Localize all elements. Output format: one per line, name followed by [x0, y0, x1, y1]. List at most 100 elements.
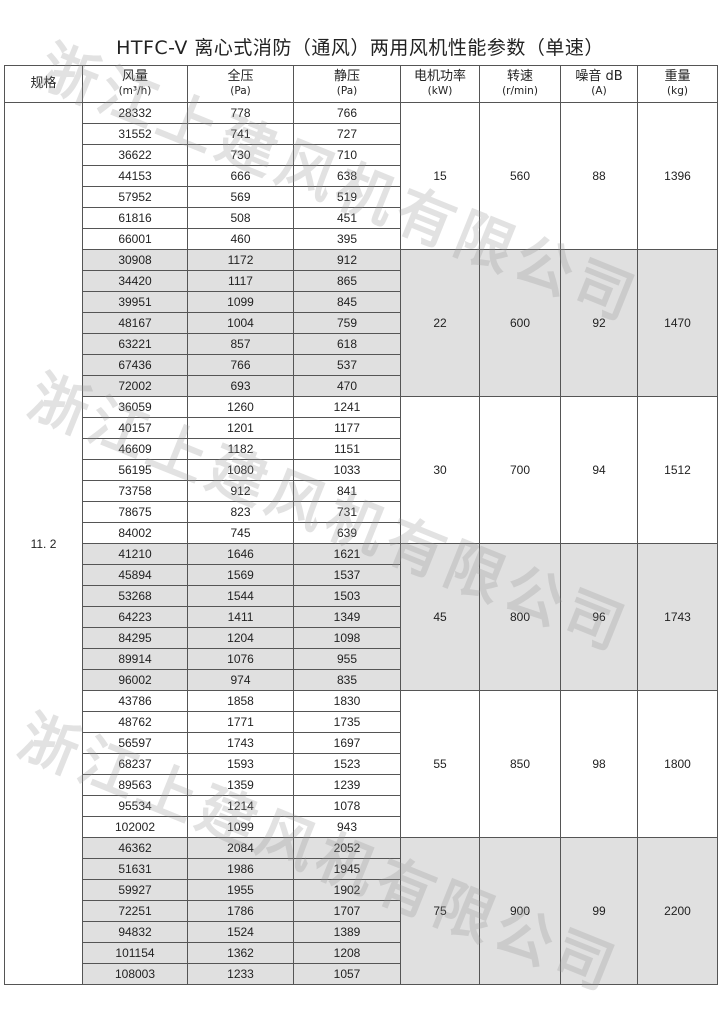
total-pressure-cell: 1569 — [187, 564, 294, 586]
total-pressure-cell: 460 — [187, 228, 294, 250]
static-pressure-cell: 1057 — [293, 963, 401, 985]
airflow-cell: 72251 — [82, 900, 188, 922]
total-pressure-cell: 1172 — [187, 249, 294, 271]
airflow-cell: 43786 — [82, 690, 188, 712]
total-pressure-cell: 1260 — [187, 396, 294, 418]
table-row: 94832 1524 1389 — [5, 921, 718, 943]
table-row: 48167 1004 759 — [5, 312, 718, 334]
column-header-unit: (kg) — [667, 85, 688, 97]
speed-cell: 900 — [479, 837, 561, 985]
airflow-cell: 39951 — [82, 291, 188, 313]
static-pressure-cell: 865 — [293, 270, 401, 292]
column-header-unit: (A) — [591, 85, 607, 97]
airflow-cell: 51631 — [82, 858, 188, 880]
table-row: 84295 1204 1098 — [5, 627, 718, 649]
airflow-cell: 53268 — [82, 585, 188, 607]
static-pressure-cell: 537 — [293, 354, 401, 376]
total-pressure-cell: 1099 — [187, 816, 294, 838]
column-header: 规格 — [4, 65, 83, 103]
total-pressure-cell: 1524 — [187, 921, 294, 943]
static-pressure-cell: 766 — [293, 102, 401, 124]
column-header-unit: (r/min) — [502, 85, 538, 97]
total-pressure-cell: 1593 — [187, 753, 294, 775]
static-pressure-cell: 618 — [293, 333, 401, 355]
total-pressure-cell: 1182 — [187, 438, 294, 460]
total-pressure-cell: 778 — [187, 102, 294, 124]
airflow-cell: 67436 — [82, 354, 188, 376]
table-row: 101154 1362 1208 — [5, 942, 718, 964]
power-cell: 30 — [400, 396, 480, 544]
table-row: 66001 460 395 — [5, 228, 718, 250]
static-pressure-cell: 912 — [293, 249, 401, 271]
airflow-cell: 63221 — [82, 333, 188, 355]
table-row: 36059 1260 1241 30 700 94 1512 — [5, 396, 718, 544]
static-pressure-cell: 845 — [293, 291, 401, 313]
static-pressure-cell: 1033 — [293, 459, 401, 481]
airflow-cell: 30908 — [82, 249, 188, 271]
static-pressure-cell: 451 — [293, 207, 401, 229]
total-pressure-cell: 1544 — [187, 585, 294, 607]
airflow-cell: 68237 — [82, 753, 188, 775]
airflow-cell: 46609 — [82, 438, 188, 460]
column-header: 风量 (m³/h) — [82, 65, 188, 103]
total-pressure-cell: 730 — [187, 144, 294, 166]
static-pressure-cell: 1697 — [293, 732, 401, 754]
table-row: 56597 1743 1697 — [5, 732, 718, 754]
noise-cell: 92 — [560, 249, 638, 397]
static-pressure-cell: 1735 — [293, 711, 401, 733]
power-cell: 45 — [400, 543, 480, 691]
table-row: 39951 1099 845 — [5, 291, 718, 313]
table-row: 48762 1771 1735 — [5, 711, 718, 733]
table-row: 41210 1646 1621 45 800 96 1743 — [5, 543, 718, 691]
table-row: 11. 2 28332 778 766 15 560 88 1396 — [4, 102, 718, 985]
static-pressure-cell: 731 — [293, 501, 401, 523]
column-header: 噪音 dB (A) — [560, 65, 638, 103]
table-header: 规格 风量 (m³/h) 全压 (Pa) 静压 (Pa) 电机功率 (kW) 转速 (r/min) 噪… — [4, 65, 718, 103]
weight-cell: 1800 — [637, 690, 718, 838]
column-header-label: 静压 — [333, 69, 360, 84]
table-row: 73758 912 841 — [5, 480, 718, 502]
static-pressure-cell: 1707 — [293, 900, 401, 922]
weight-cell: 1743 — [637, 543, 718, 691]
airflow-cell: 36059 — [82, 396, 188, 418]
weight-cell: 1512 — [637, 396, 718, 544]
total-pressure-cell: 1359 — [187, 774, 294, 796]
total-pressure-cell: 1004 — [187, 312, 294, 334]
airflow-cell: 48167 — [82, 312, 188, 334]
table-row: 89563 1359 1239 — [5, 774, 718, 796]
static-pressure-cell: 519 — [293, 186, 401, 208]
static-pressure-cell: 1349 — [293, 606, 401, 628]
total-pressure-cell: 1076 — [187, 648, 294, 670]
static-pressure-cell: 1945 — [293, 858, 401, 880]
total-pressure-cell: 508 — [187, 207, 294, 229]
static-pressure-cell: 1389 — [293, 921, 401, 943]
table-row: 36622 730 710 — [5, 144, 718, 166]
static-pressure-cell: 470 — [293, 375, 401, 397]
airflow-cell: 73758 — [82, 480, 188, 502]
speed-cell: 600 — [479, 249, 561, 397]
column-header-unit: (m³/h) — [118, 85, 152, 97]
airflow-cell: 31552 — [82, 123, 188, 145]
column-header: 重量 (kg) — [637, 65, 718, 103]
speed-cell: 800 — [479, 543, 561, 691]
total-pressure-cell: 766 — [187, 354, 294, 376]
airflow-cell: 84295 — [82, 627, 188, 649]
airflow-cell: 56195 — [82, 459, 188, 481]
column-header-label: 重量 — [664, 69, 691, 84]
power-cell: 22 — [400, 249, 480, 397]
airflow-cell: 96002 — [82, 669, 188, 691]
table-row: 40157 1201 1177 — [5, 417, 718, 439]
airflow-cell: 78675 — [82, 501, 188, 523]
table-row: 67436 766 537 — [5, 354, 718, 376]
table-row: 102002 1099 943 — [5, 816, 718, 838]
airflow-cell: 48762 — [82, 711, 188, 733]
table-row: 57952 569 519 — [5, 186, 718, 208]
total-pressure-cell: 1099 — [187, 291, 294, 313]
static-pressure-cell: 727 — [293, 123, 401, 145]
static-pressure-cell: 943 — [293, 816, 401, 838]
airflow-cell: 64223 — [82, 606, 188, 628]
noise-cell: 88 — [560, 102, 638, 250]
total-pressure-cell: 1080 — [187, 459, 294, 481]
static-pressure-cell: 1078 — [293, 795, 401, 817]
static-pressure-cell: 639 — [293, 522, 401, 544]
